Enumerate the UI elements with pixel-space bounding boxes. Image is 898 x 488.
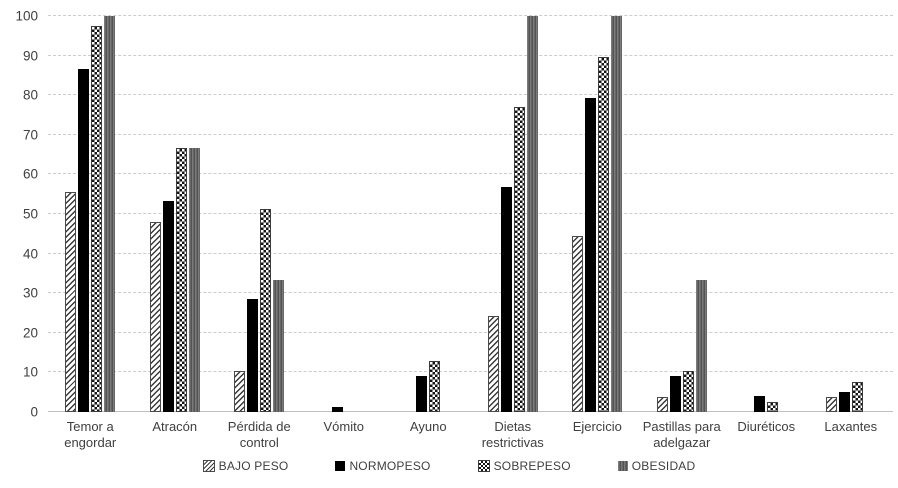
legend-label: SOBREPESO: [493, 459, 571, 473]
bar: [65, 191, 77, 412]
x-tick-label: Diuréticos: [737, 419, 796, 434]
bar: [572, 236, 584, 412]
bar-group: [724, 16, 809, 412]
y-tick-label: 20: [22, 325, 38, 341]
y-tick-label: 60: [22, 166, 38, 182]
y-tick-label: 70: [22, 127, 38, 143]
x-tick-label: Dietas restrictivas: [481, 419, 544, 450]
y-tick-label: 90: [22, 47, 38, 63]
bar: [754, 396, 766, 412]
bar-group: [555, 16, 640, 412]
bar: [260, 208, 272, 412]
bar: [234, 371, 246, 412]
bar: [598, 56, 610, 412]
bar: [611, 16, 623, 412]
x-tick-label: Laxantes: [824, 419, 878, 434]
bar-group: [809, 16, 894, 412]
bar: [331, 406, 343, 412]
bar: [526, 16, 538, 412]
gridline: [48, 213, 893, 214]
bar-groups: [48, 16, 893, 412]
legend-label: BAJO PESO: [218, 459, 289, 473]
legend-label: NORMOPESO: [349, 459, 431, 473]
gridline: [48, 331, 893, 333]
x-tick-label: Pastillas para adelgazar: [642, 419, 721, 450]
bar: [487, 315, 499, 412]
legend-item: BAJO PESO: [202, 459, 289, 473]
gridline: [48, 292, 893, 294]
bar: [682, 371, 694, 412]
y-tick-label: 30: [22, 285, 38, 301]
legend-marker-icon: [477, 460, 490, 472]
bar: [162, 200, 174, 412]
bar: [149, 221, 161, 412]
bar: [104, 16, 116, 412]
bar: [416, 376, 428, 412]
x-tick-label: Atracón: [152, 419, 198, 434]
y-tick-label: 100: [15, 8, 38, 24]
bar-group: [386, 16, 471, 412]
bar: [429, 361, 441, 412]
legend-marker-icon: [335, 461, 346, 471]
gridline: [48, 94, 893, 96]
gridline: [48, 371, 893, 373]
bar-group: [48, 16, 133, 412]
plot-area: [48, 15, 893, 412]
y-axis: 0 10 20 30 40 50 60 70 80 90 100: [0, 9, 40, 418]
bar: [247, 298, 259, 412]
legend-item: SOBREPESO: [477, 459, 571, 473]
bar-group: [217, 16, 302, 412]
bar: [767, 401, 779, 412]
bar: [500, 187, 512, 412]
legend-item: NORMOPESO: [335, 459, 430, 473]
y-tick-label: 50: [22, 206, 38, 222]
bar: [78, 68, 90, 412]
bar-group: [302, 16, 387, 412]
x-tick-label: Temor a engordar: [64, 419, 117, 450]
bar: [851, 381, 863, 412]
gridline: [48, 15, 893, 16]
x-axis-labels: Temor a engordar Atracón Pérdida de contro…: [48, 419, 893, 450]
y-tick-label: 10: [22, 364, 38, 380]
bar-group: [471, 16, 556, 412]
bar: [669, 376, 681, 412]
y-tick-label: 40: [22, 245, 38, 261]
gridline: [48, 133, 893, 135]
bar: [188, 147, 200, 412]
legend-label: OBESIDAD: [631, 459, 696, 473]
bar: [91, 26, 103, 412]
bar: [695, 280, 707, 412]
y-tick-label: 80: [22, 87, 38, 103]
y-tick-label: 0: [30, 404, 38, 420]
x-tick-label: Ayuno: [409, 419, 447, 434]
x-tick-label: Ejercicio: [572, 419, 622, 434]
gridline: [48, 252, 893, 254]
bar: [838, 392, 850, 412]
gridline: [48, 411, 893, 412]
legend-marker-icon: [202, 460, 215, 472]
gridline: [48, 54, 893, 56]
bar-group: [133, 16, 218, 412]
gridline: [48, 173, 893, 175]
bar-group: [640, 16, 725, 412]
bar: [273, 280, 285, 412]
bar: [513, 107, 525, 412]
bar: [825, 397, 837, 412]
bar: [585, 97, 597, 412]
legend-item: OBESIDAD: [617, 459, 696, 473]
bar: [175, 147, 187, 412]
x-tick-label: Vómito: [323, 419, 364, 434]
x-tick-label: Pérdida de control: [227, 419, 291, 450]
bar: [656, 397, 668, 412]
legend: BAJO PESO NORMOPESO SOBREPESO OBESIDAD: [0, 459, 898, 473]
legend-marker-icon: [617, 461, 628, 471]
